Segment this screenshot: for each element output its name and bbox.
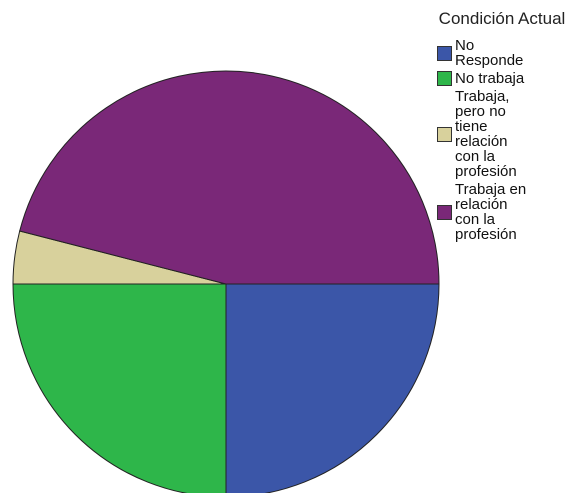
legend-swatch: [437, 126, 452, 142]
pie-slice: [19, 70, 440, 285]
legend-title: Condición Actual: [438, 9, 566, 28]
legend-label: Trabaja, pero no tiene relación con la p…: [455, 88, 517, 180]
legend-label: No trabaja: [455, 70, 525, 87]
legend-label: No Responde: [455, 37, 524, 69]
legend-swatch: [437, 45, 452, 61]
legend-item: Trabaja en relación con la profesión: [437, 182, 567, 242]
pie-slice: [225, 283, 440, 493]
legend-swatch: [437, 71, 452, 86]
legend-item: No Responde: [437, 38, 567, 68]
legend-swatch: [437, 204, 452, 220]
legend-label: Trabaja en relación con la profesión: [455, 181, 527, 243]
legend-item: No trabaja: [437, 71, 567, 86]
pie-slice: [12, 283, 227, 493]
legend-item: Trabaja, pero no tiene relación con la p…: [437, 89, 567, 179]
legend: Condición Actual No Responde No trabaja Tr…: [437, 8, 567, 245]
